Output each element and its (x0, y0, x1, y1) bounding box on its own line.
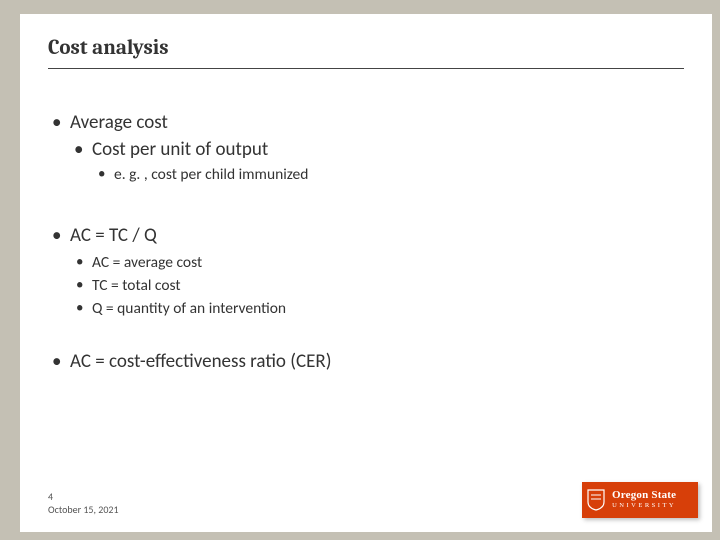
bullet-list: AC = TC / Q AC = average cost TC = total… (48, 224, 684, 318)
oregon-state-logo: Oregon State UNIVERSITY (582, 482, 698, 518)
bullet-text: Cost per unit of output (92, 138, 268, 161)
bullet-text: AC = TC / Q (70, 224, 157, 247)
logo-shield-icon (582, 482, 610, 518)
bullet-text: TC = total cost (92, 276, 181, 295)
bullet-lvl3: AC = average cost (70, 253, 684, 272)
bullet-list: AC = cost-effectiveness ratio (CER) (48, 350, 684, 373)
bullet-lvl3: e. g. , cost per child immunized (92, 165, 684, 184)
slide-title: Cost analysis (48, 36, 684, 69)
page-number: 4 (48, 490, 119, 503)
bullet-lvl3: TC = total cost (70, 276, 684, 295)
bullet-text: Average cost (70, 111, 168, 134)
bullet-list: Average cost Cost per unit of output e. … (48, 111, 684, 184)
bullet-text: AC = cost-effectiveness ratio (CER) (70, 350, 331, 373)
logo-line1: Oregon State (612, 490, 676, 501)
logo-line2: UNIVERSITY (612, 503, 676, 510)
bullet-lvl3: Q = quantity of an intervention (70, 299, 684, 318)
bullet-text: AC = average cost (92, 253, 202, 272)
bullet-text: Q = quantity of an intervention (92, 299, 286, 318)
bullet-text: e. g. , cost per child immunized (114, 165, 308, 184)
bullet-lvl1: AC = cost-effectiveness ratio (CER) (48, 350, 684, 373)
slide-footer: 4 October 15, 2021 (48, 490, 119, 516)
bullet-lvl1: Average cost Cost per unit of output e. … (48, 111, 684, 184)
bullet-lvl1: AC = TC / Q AC = average cost TC = total… (48, 224, 684, 318)
logo-text: Oregon State UNIVERSITY (610, 490, 676, 510)
slide-date: October 15, 2021 (48, 503, 119, 516)
bullet-lvl2: Cost per unit of output e. g. , cost per… (70, 138, 684, 184)
slide: Cost analysis Average cost Cost per unit… (20, 14, 712, 532)
